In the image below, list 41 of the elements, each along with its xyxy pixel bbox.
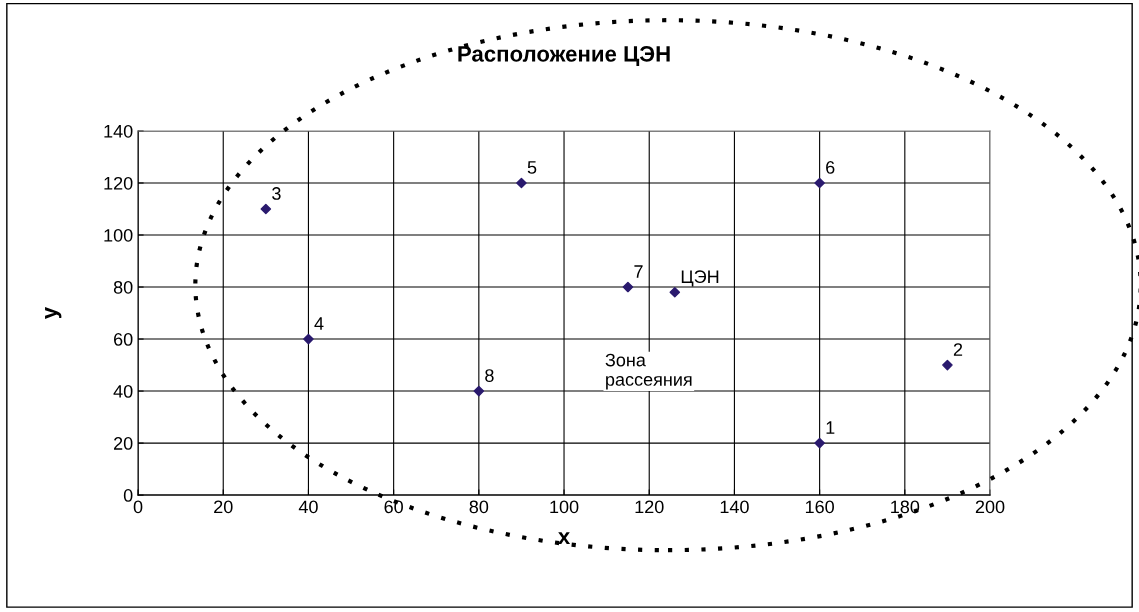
annotation: 8 <box>485 369 494 382</box>
x-tick-label: 40 <box>298 500 318 514</box>
y-tick-label: 100 <box>104 228 133 242</box>
point <box>669 286 681 298</box>
annotation: 4 <box>314 317 324 330</box>
point <box>303 333 314 345</box>
x-tick-label: 140 <box>720 500 749 514</box>
x-axis-title: x <box>558 532 571 545</box>
point <box>814 437 825 449</box>
x-tick-label: 80 <box>469 500 489 514</box>
x-tick-label: 160 <box>805 500 834 514</box>
annotation: 3 <box>272 187 281 200</box>
y-axis-title: y <box>45 306 62 320</box>
point <box>622 281 634 293</box>
x-tick-label: 0 <box>133 500 143 514</box>
y-tick-label: 60 <box>114 332 133 346</box>
annotation: 5 <box>527 161 537 174</box>
annotation: ЦЭН <box>681 270 719 287</box>
x-tick-label: 200 <box>975 500 1005 514</box>
point <box>814 177 825 189</box>
y-tick-label: 20 <box>114 437 133 450</box>
y-tick-label: 140 <box>104 124 133 138</box>
y-tick-label: 0 <box>123 489 133 502</box>
x-tick-label: 120 <box>635 500 664 514</box>
chart-title: Расположение ЦЭН <box>458 46 670 66</box>
y-tick-label: 40 <box>113 385 133 398</box>
point <box>942 359 953 371</box>
x-tick-label: 180 <box>891 500 920 514</box>
annotation: 2 <box>953 343 963 356</box>
annotation: 6 <box>826 161 835 174</box>
annotation: 1 <box>826 421 835 434</box>
point <box>516 177 527 189</box>
x-tick-label: 20 <box>214 500 233 514</box>
y-tick-label: 120 <box>104 176 133 190</box>
point <box>260 203 272 215</box>
point <box>473 385 485 397</box>
annotation: Зона рассеяния <box>605 353 692 390</box>
x-tick-label: 60 <box>384 500 403 514</box>
y-tick-label: 80 <box>113 280 133 294</box>
x-tick-label: 100 <box>550 500 579 514</box>
annotation: 7 <box>634 265 643 278</box>
